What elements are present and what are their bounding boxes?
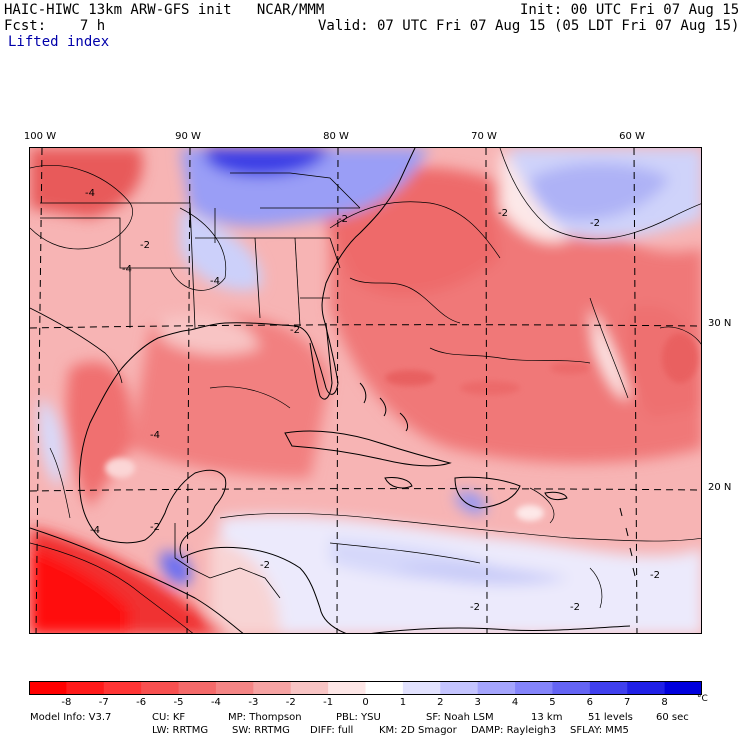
contour-label: -2 xyxy=(260,560,270,571)
colorbar-unit: °C xyxy=(697,694,708,704)
colorbar-tick-label: 7 xyxy=(624,697,631,708)
model-info-km: KM: 2D Smagor xyxy=(379,725,457,736)
lon-label-80w: 80 W xyxy=(323,131,349,142)
colorbar-tick-label: -8 xyxy=(61,697,72,708)
lon-label-90w: 90 W xyxy=(175,131,201,142)
model-info-version: Model Info: V3.7 xyxy=(30,712,112,723)
colorbar-swatch xyxy=(141,681,180,695)
contour-label: -4 xyxy=(85,188,95,199)
model-info-lw: LW: RRTMG xyxy=(152,725,209,736)
colorbar-tick-label: 3 xyxy=(474,697,481,708)
model-info-sflay: SFLAY: MM5 xyxy=(570,725,629,736)
colorbar-swatch xyxy=(103,681,142,695)
colorbar-tick-label: 6 xyxy=(586,697,594,708)
colorbar-swatch xyxy=(627,681,666,695)
lat-label-20n: 20 N xyxy=(708,482,732,493)
shaded-field xyxy=(30,148,701,633)
colorbar-tick-label: 2 xyxy=(437,697,444,708)
colorbar-swatch xyxy=(253,681,292,695)
forecast-hour: Fcst: 7 h xyxy=(4,18,106,34)
colorbar-tick-label: -4 xyxy=(210,697,221,708)
contour-label: -2 xyxy=(290,325,300,336)
colorbar-swatch xyxy=(365,681,404,695)
contour-lines xyxy=(30,148,701,633)
colorbar-tick-label: -7 xyxy=(98,697,109,708)
colorbar-tick-label: 4 xyxy=(511,697,519,708)
lon-label-100w: 100 W xyxy=(23,131,57,142)
colorbar-tick-label: -1 xyxy=(323,697,334,708)
colorbar-tick-label: 0 xyxy=(362,697,369,708)
model-info-levels: 51 levels xyxy=(588,712,633,723)
colorbar-swatch xyxy=(552,681,591,695)
model-info-res: 13 km xyxy=(531,712,563,723)
colorbar-swatch xyxy=(402,681,441,695)
contour-label: -2 xyxy=(650,570,660,581)
model-info-timestep: 60 sec xyxy=(656,712,689,723)
model-info-cu: CU: KF xyxy=(152,712,186,723)
colorbar-swatch xyxy=(440,681,479,695)
contour-label: -4 xyxy=(150,430,160,441)
colorbar-swatch xyxy=(664,681,702,695)
map-panel: -4 -2 -4 -2 -2 -4 -2 -2 -4 -4 -2 -2 -2 -… xyxy=(29,147,702,634)
init-time: Init: 00 UTC Fri 07 Aug 15 xyxy=(520,2,740,18)
model-info-mp: MP: Thompson xyxy=(228,712,302,723)
model-info-diff: DIFF: full xyxy=(310,725,354,736)
lon-label-70w: 70 W xyxy=(471,131,497,142)
contour-label: -2 xyxy=(470,602,480,613)
model-title: HAIC-HIWC 13km ARW-GFS init NCAR/MMM xyxy=(4,2,325,18)
model-info-damp: DAMP: Rayleigh3 xyxy=(471,725,557,736)
field-texture xyxy=(105,333,698,521)
country-borders xyxy=(30,307,281,599)
colorbar-swatch xyxy=(290,681,329,695)
colorbar-swatch xyxy=(477,681,516,695)
colorbar-tick-label: 1 xyxy=(399,697,407,708)
colorbar-tick-label: 5 xyxy=(549,697,556,708)
model-info-pbl: PBL: YSU xyxy=(336,712,381,723)
colorbar-border xyxy=(29,681,702,695)
colorbar-swatch xyxy=(215,681,254,695)
contour-label-group: -4 -2 -4 -2 -2 -4 -2 -2 -4 -4 -2 -2 -2 -… xyxy=(85,188,660,613)
model-info-sf: SF: Noah LSM xyxy=(426,712,494,723)
state-borders xyxy=(40,172,361,329)
contour-label: -2 xyxy=(570,602,580,613)
model-info-sw: SW: RRTMG xyxy=(232,725,290,736)
colorbar-tick-label: 8 xyxy=(661,697,668,708)
contour-label: -4 xyxy=(210,276,220,287)
colorbar-swatch xyxy=(178,681,217,695)
contour-label: -4 xyxy=(122,264,132,275)
lat-lon-grid xyxy=(30,148,701,633)
lat-label-30n: 30 N xyxy=(708,318,732,329)
colorbar-swatch xyxy=(328,681,366,695)
colorbar-swatch xyxy=(29,681,67,695)
colorbar xyxy=(29,681,702,695)
contour-label: -2 xyxy=(150,522,160,533)
contour-label: -4 xyxy=(90,525,100,536)
lifted-index-map: -4 -2 -4 -2 -2 -4 -2 -2 -4 -4 -2 -2 -2 -… xyxy=(30,148,701,633)
contour-label: -2 xyxy=(140,240,150,251)
lon-label-60w: 60 W xyxy=(619,131,645,142)
contour-label: -2 xyxy=(590,218,600,229)
colorbar-tick-label: -2 xyxy=(285,697,296,708)
field-name: Lifted index xyxy=(8,34,110,50)
colorbar-swatch xyxy=(589,681,628,695)
contour-label: -2 xyxy=(498,208,508,219)
colorbar-tick-label: -3 xyxy=(248,697,259,708)
contour-label: -2 xyxy=(338,214,348,225)
coastlines xyxy=(30,148,636,633)
colorbar-tick-label: -6 xyxy=(136,697,147,708)
colorbar-swatch xyxy=(515,681,553,695)
valid-time: Valid: 07 UTC Fri 07 Aug 15 (05 LDT Fri … xyxy=(318,18,740,34)
colorbar-tick-label: -5 xyxy=(173,697,184,708)
colorbar-swatch xyxy=(66,681,105,695)
